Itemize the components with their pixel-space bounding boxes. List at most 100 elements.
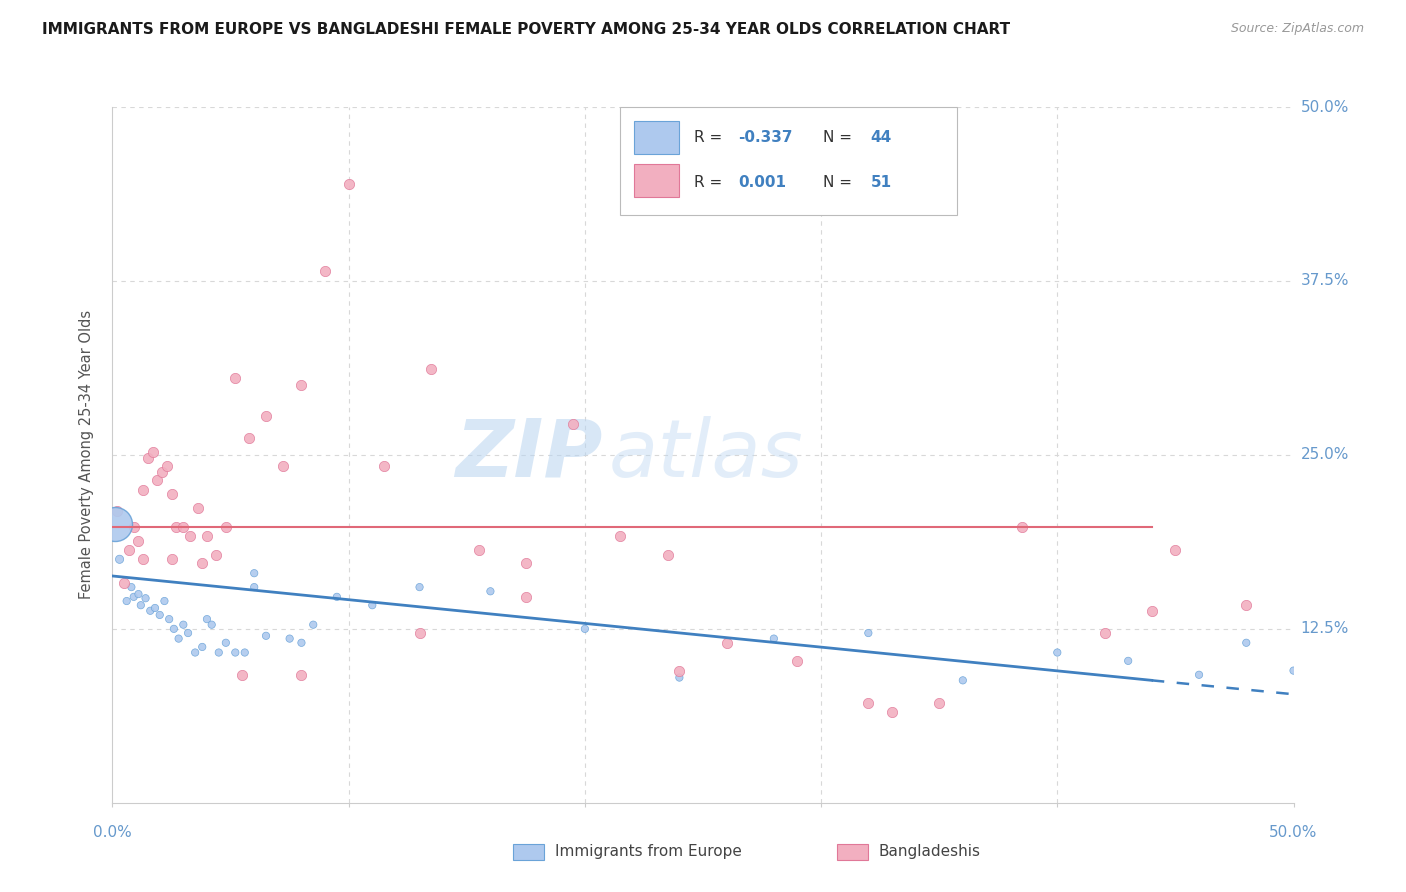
Point bbox=[127, 534, 149, 549]
Point bbox=[153, 594, 176, 608]
Point bbox=[515, 590, 537, 604]
Text: 25.0%: 25.0% bbox=[1301, 448, 1348, 462]
Point bbox=[233, 646, 256, 660]
Text: -0.337: -0.337 bbox=[738, 130, 793, 145]
Point bbox=[160, 487, 183, 501]
Point bbox=[668, 664, 690, 678]
Point bbox=[115, 594, 138, 608]
Point bbox=[1046, 646, 1069, 660]
Point bbox=[215, 520, 238, 534]
Point bbox=[1282, 664, 1305, 678]
Point bbox=[150, 465, 173, 479]
Point bbox=[195, 528, 218, 542]
Point bbox=[1188, 667, 1211, 681]
Point bbox=[574, 622, 596, 636]
Point bbox=[163, 622, 186, 636]
Point bbox=[786, 654, 808, 668]
Point bbox=[1234, 598, 1257, 612]
Point bbox=[143, 601, 166, 615]
Point bbox=[108, 552, 131, 566]
Point bbox=[129, 598, 152, 612]
Point bbox=[880, 706, 903, 720]
Point bbox=[105, 503, 128, 517]
Point bbox=[302, 617, 325, 632]
Point bbox=[160, 552, 183, 566]
Point bbox=[191, 640, 214, 654]
Text: atlas: atlas bbox=[609, 416, 803, 494]
Text: N =: N = bbox=[824, 175, 858, 190]
FancyBboxPatch shape bbox=[620, 107, 957, 215]
Bar bbox=[634, 121, 679, 154]
Point bbox=[1234, 636, 1257, 650]
Point bbox=[290, 378, 312, 392]
Point bbox=[326, 590, 349, 604]
Point bbox=[167, 632, 190, 646]
Point bbox=[201, 617, 224, 632]
Point bbox=[118, 542, 141, 557]
Y-axis label: Female Poverty Among 25-34 Year Olds: Female Poverty Among 25-34 Year Olds bbox=[79, 310, 94, 599]
Point bbox=[149, 607, 172, 622]
Point bbox=[716, 636, 738, 650]
Point bbox=[762, 632, 785, 646]
Point bbox=[254, 409, 277, 423]
Point bbox=[408, 580, 430, 594]
Point bbox=[290, 636, 312, 650]
Point bbox=[243, 566, 266, 581]
Point bbox=[112, 576, 135, 591]
Point bbox=[132, 483, 155, 497]
Text: ZIP: ZIP bbox=[456, 416, 603, 494]
Text: R =: R = bbox=[693, 175, 727, 190]
Point bbox=[172, 617, 194, 632]
Point bbox=[479, 584, 502, 599]
Point bbox=[177, 626, 200, 640]
Point bbox=[361, 598, 384, 612]
Point bbox=[858, 696, 880, 710]
Point bbox=[156, 458, 179, 473]
Text: 0.0%: 0.0% bbox=[93, 825, 132, 840]
Point bbox=[420, 361, 443, 376]
Point bbox=[290, 667, 312, 681]
Text: 51: 51 bbox=[870, 175, 891, 190]
Point bbox=[157, 612, 180, 626]
Point bbox=[224, 646, 246, 660]
Point bbox=[135, 591, 157, 606]
Point bbox=[238, 431, 260, 445]
Point bbox=[132, 552, 155, 566]
Point bbox=[127, 587, 149, 601]
Point bbox=[186, 500, 208, 515]
Point bbox=[122, 590, 145, 604]
Text: IMMIGRANTS FROM EUROPE VS BANGLADESHI FEMALE POVERTY AMONG 25-34 YEAR OLDS CORRE: IMMIGRANTS FROM EUROPE VS BANGLADESHI FE… bbox=[42, 22, 1011, 37]
Point bbox=[408, 626, 430, 640]
Point bbox=[142, 445, 165, 459]
Point bbox=[139, 604, 162, 618]
Point bbox=[184, 646, 207, 660]
Text: 50.0%: 50.0% bbox=[1270, 825, 1317, 840]
Point bbox=[668, 671, 690, 685]
Point bbox=[562, 417, 585, 432]
Point bbox=[243, 580, 266, 594]
Point bbox=[165, 520, 187, 534]
Point bbox=[337, 177, 360, 191]
Point bbox=[224, 371, 246, 385]
Text: N =: N = bbox=[824, 130, 858, 145]
Point bbox=[205, 548, 228, 562]
Point bbox=[657, 548, 679, 562]
Point bbox=[314, 264, 336, 278]
Point bbox=[858, 626, 880, 640]
Text: 37.5%: 37.5% bbox=[1301, 274, 1348, 288]
Point bbox=[146, 473, 169, 487]
Point bbox=[467, 542, 489, 557]
Point bbox=[278, 632, 301, 646]
Point bbox=[271, 458, 294, 473]
Point bbox=[1116, 654, 1139, 668]
Point bbox=[254, 629, 277, 643]
Point bbox=[104, 517, 127, 532]
Text: Immigrants from Europe: Immigrants from Europe bbox=[555, 845, 742, 859]
Point bbox=[609, 528, 631, 542]
Text: 12.5%: 12.5% bbox=[1301, 622, 1348, 636]
Text: Source: ZipAtlas.com: Source: ZipAtlas.com bbox=[1230, 22, 1364, 36]
Text: Bangladeshis: Bangladeshis bbox=[879, 845, 981, 859]
Text: 50.0%: 50.0% bbox=[1301, 100, 1348, 114]
Point bbox=[172, 520, 194, 534]
Point bbox=[191, 557, 214, 571]
